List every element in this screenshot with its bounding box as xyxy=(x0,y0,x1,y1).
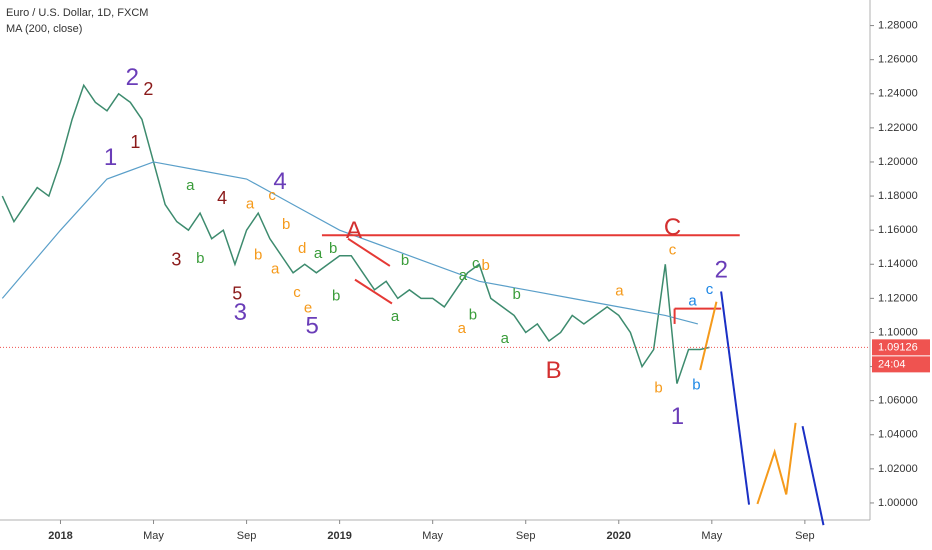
wave-label: a xyxy=(688,293,697,310)
y-tick-label: 1.22000 xyxy=(878,122,918,134)
y-tick-label: 1.20000 xyxy=(878,156,918,168)
wave-label: a xyxy=(501,330,510,347)
x-tick-label: May xyxy=(143,530,164,542)
y-tick-label: 1.10000 xyxy=(878,326,918,338)
y-tick-label: 1.28000 xyxy=(878,19,918,31)
series-line xyxy=(1,161,699,325)
wave-label: e xyxy=(304,300,312,317)
wave-label: a xyxy=(615,283,624,300)
x-tick-label: 2020 xyxy=(607,530,631,542)
x-tick-label: May xyxy=(701,530,722,542)
wave-label: a xyxy=(271,260,280,277)
wave-label: 2 xyxy=(126,64,139,91)
wave-label: d xyxy=(298,240,306,257)
drawing xyxy=(720,291,751,505)
wave-label: c xyxy=(268,187,276,204)
wave-label: c xyxy=(706,281,714,298)
wave-label: 4 xyxy=(273,168,286,195)
wave-label: C xyxy=(664,214,681,241)
wave-label: a xyxy=(391,308,400,325)
wave-label: 1 xyxy=(104,144,117,171)
wave-label: 1 xyxy=(671,403,684,430)
drawing xyxy=(756,422,797,505)
y-tick-label: 1.06000 xyxy=(878,395,918,407)
wave-label: a xyxy=(458,320,467,337)
x-tick-label: Sep xyxy=(237,530,257,542)
y-tick-label: 1.24000 xyxy=(878,88,918,100)
wave-label: b xyxy=(282,216,290,233)
y-tick-label: 1.12000 xyxy=(878,292,918,304)
y-tick-label: 1.18000 xyxy=(878,190,918,202)
wave-label: a xyxy=(186,177,195,194)
last-price-label: 1.09126 xyxy=(878,341,918,353)
wave-label: 2 xyxy=(143,79,153,99)
series-line xyxy=(1,83,710,384)
x-tick-label: May xyxy=(422,530,443,542)
x-tick-label: Sep xyxy=(516,530,536,542)
wave-label: 1 xyxy=(130,132,140,152)
countdown-label: 24:04 xyxy=(878,358,906,370)
y-tick-label: 1.14000 xyxy=(878,258,918,270)
wave-label: c xyxy=(293,284,301,301)
chart-subtitle: MA (200, close) xyxy=(6,23,82,35)
wave-label: c xyxy=(669,242,677,259)
countdown-tag xyxy=(872,356,930,373)
drawing xyxy=(347,237,391,267)
wave-label: B xyxy=(546,357,562,384)
wave-label: 5 xyxy=(232,284,242,304)
wave-label: b xyxy=(654,380,662,397)
drawing xyxy=(699,301,718,371)
wave-label: b xyxy=(482,257,490,274)
wave-label: a xyxy=(246,196,255,213)
wave-label: b xyxy=(196,250,204,267)
wave-label: b xyxy=(329,240,337,257)
wave-label: b xyxy=(332,288,340,305)
wave-label: a xyxy=(459,267,468,284)
last-price-tag xyxy=(872,339,930,356)
wave-label: 2 xyxy=(715,256,728,283)
wave-label: 3 xyxy=(171,250,181,270)
x-tick-label: Sep xyxy=(795,530,815,542)
wave-label: b xyxy=(254,247,262,264)
wave-label: c xyxy=(472,255,480,272)
y-tick-label: 1.16000 xyxy=(878,224,918,236)
wave-label: 4 xyxy=(217,188,227,208)
y-tick-label: 1.00000 xyxy=(878,497,918,509)
wave-label: b xyxy=(692,376,700,393)
wave-label: b xyxy=(512,286,520,303)
x-tick-label: 2018 xyxy=(48,530,72,542)
x-tick-label: 2019 xyxy=(327,530,351,542)
wave-label: b xyxy=(401,252,409,269)
wave-label: A xyxy=(346,217,362,244)
y-tick-label: 1.26000 xyxy=(878,54,918,66)
y-tick-label: 1.02000 xyxy=(878,463,918,475)
wave-label: b xyxy=(469,306,477,323)
drawing xyxy=(801,426,825,526)
y-tick-label: 1.04000 xyxy=(878,429,918,441)
wave-label: 3 xyxy=(234,299,247,326)
chart-title: Euro / U.S. Dollar, 1D, FXCM xyxy=(6,7,148,19)
wave-label: a xyxy=(314,245,323,262)
wave-label: 5 xyxy=(305,313,318,340)
drawing xyxy=(354,278,393,305)
